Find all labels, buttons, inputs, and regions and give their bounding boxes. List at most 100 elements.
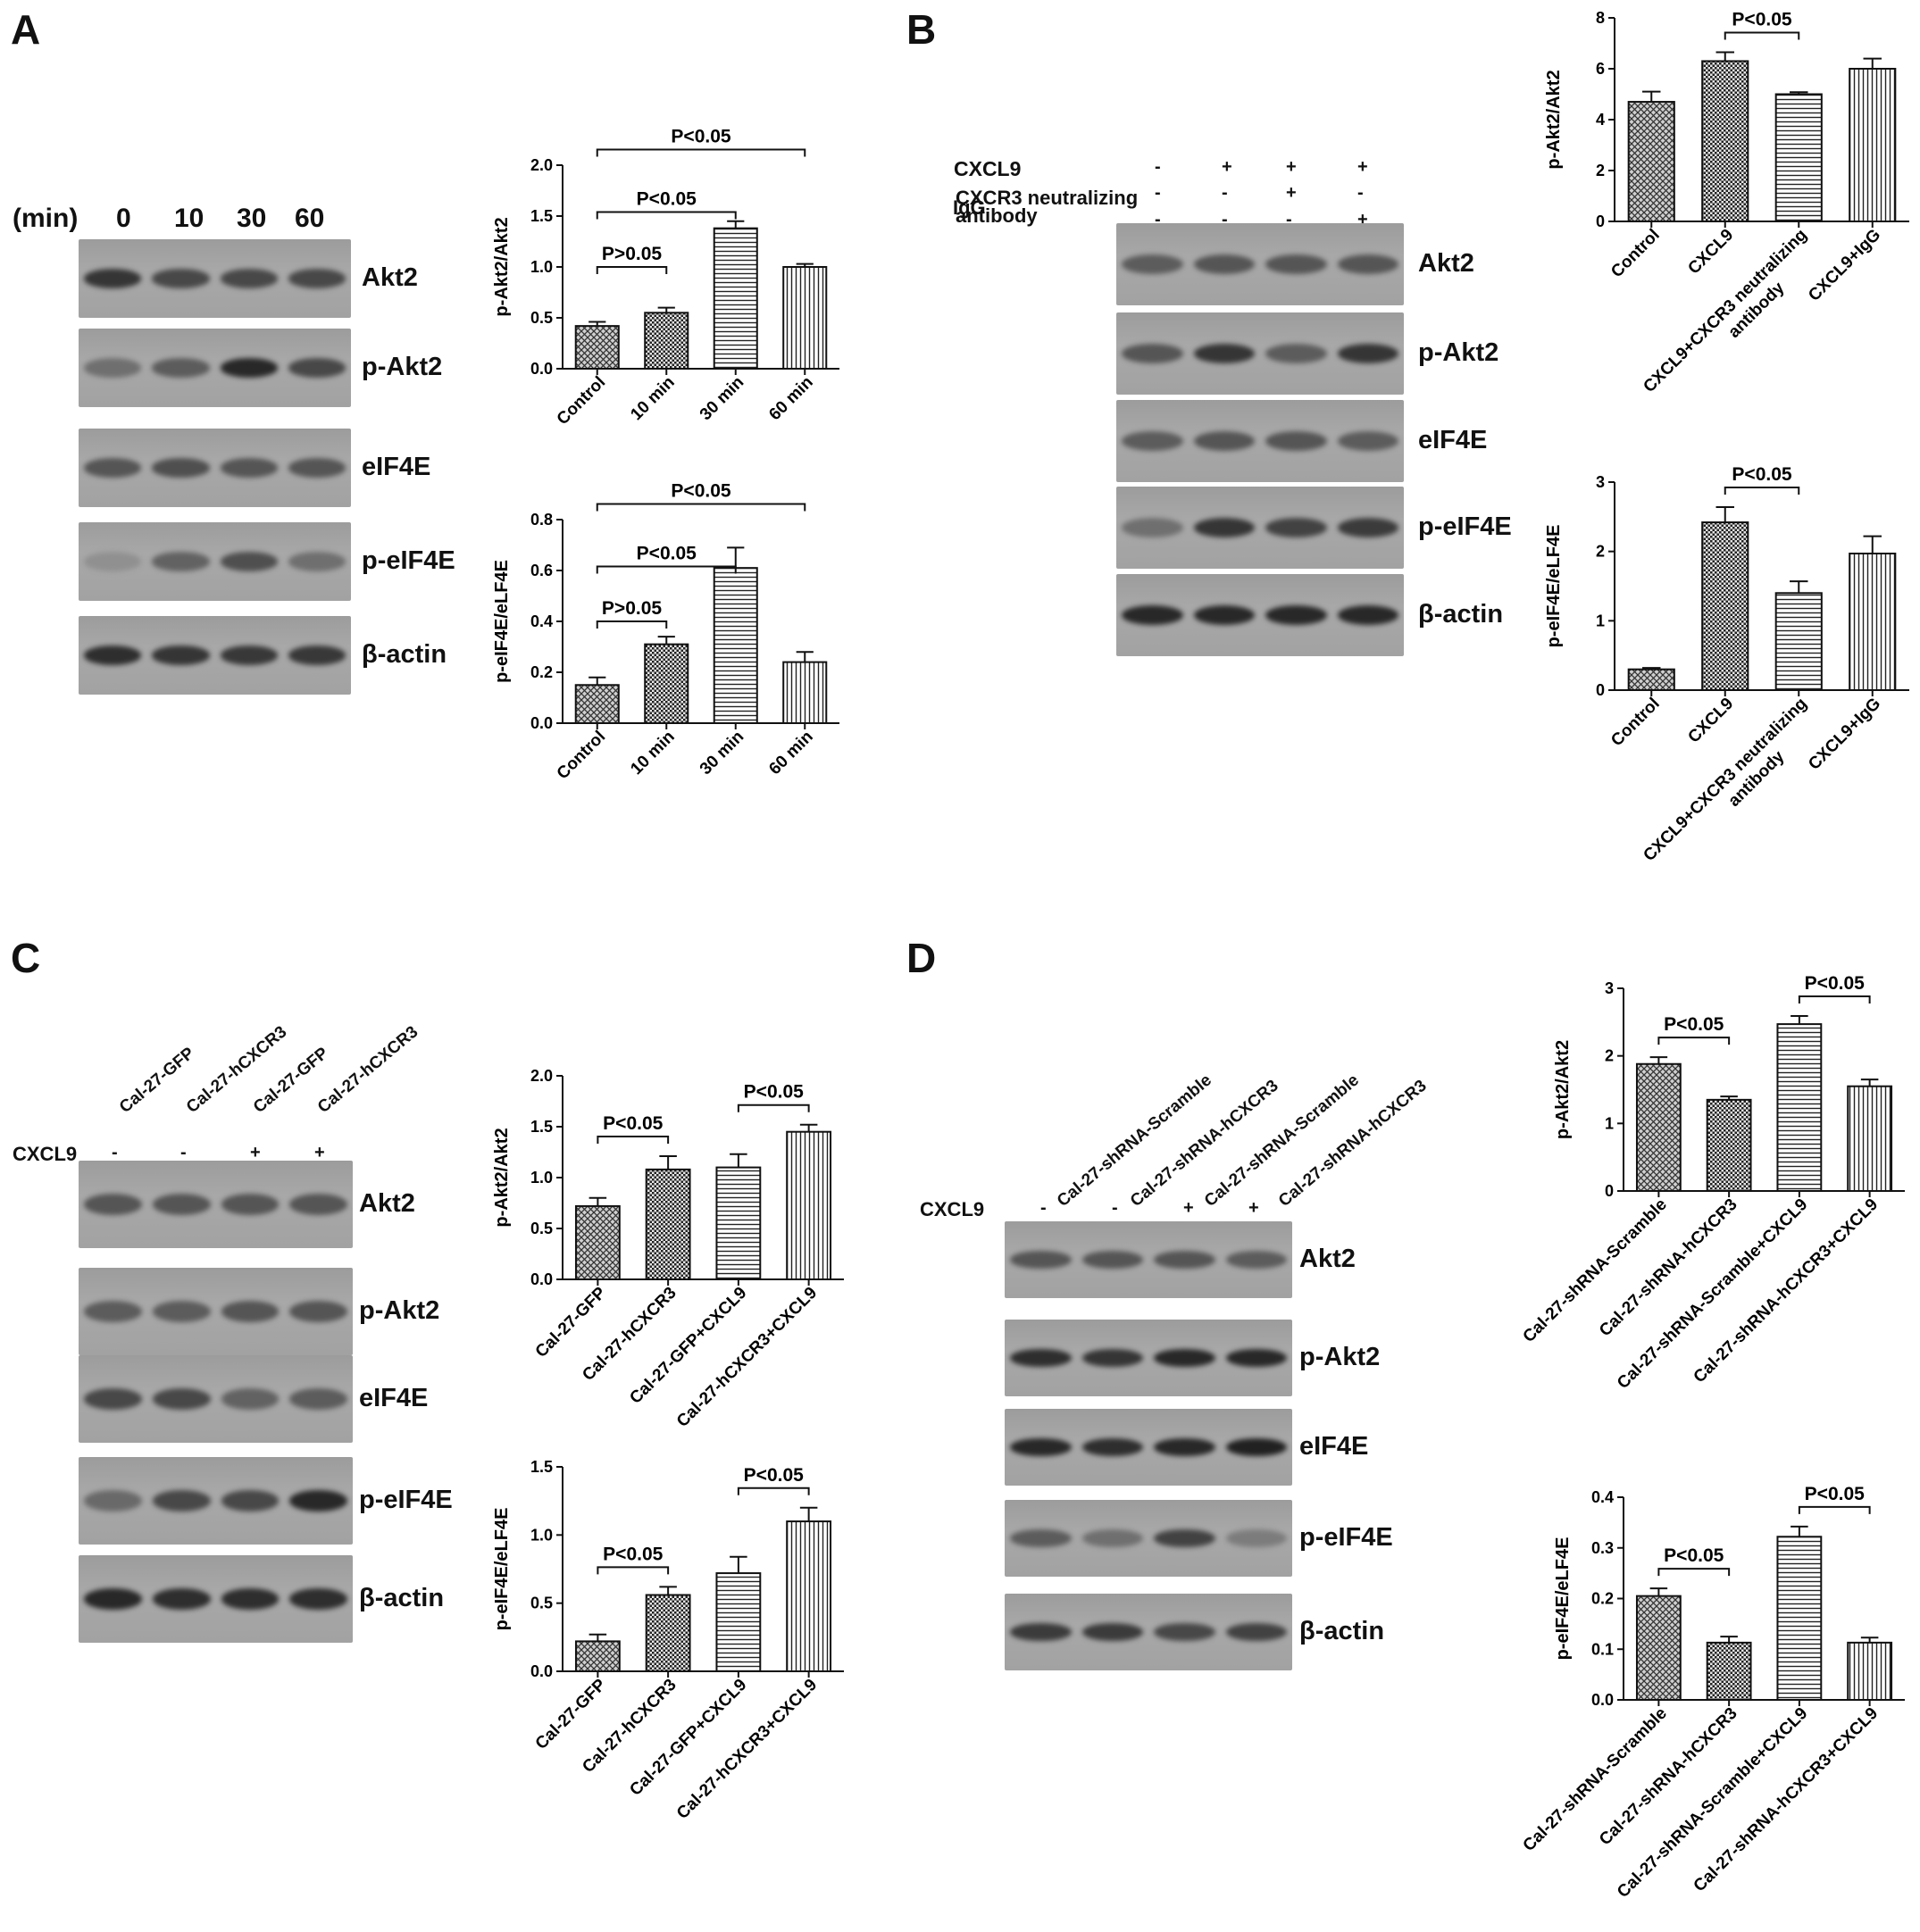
bar (713, 227, 758, 370)
bar (1706, 1641, 1752, 1702)
blot-band (1337, 517, 1398, 538)
bar (1701, 521, 1749, 692)
lane-label: 0 (116, 204, 131, 233)
blot-label: eIF4E (362, 453, 431, 481)
lane-label: 30 (237, 204, 267, 233)
blot-label: p-Akt2 (359, 1296, 440, 1325)
y-tick-label: 1.0 (530, 1526, 553, 1544)
blot-label: p-Akt2 (1299, 1343, 1381, 1371)
blot-band (1010, 1348, 1072, 1368)
blot-strip (1116, 487, 1404, 569)
blot-label: β-actin (359, 1584, 445, 1612)
bar (644, 312, 689, 370)
blot-strip (79, 329, 351, 407)
condition-label: CXCL9 (954, 157, 1022, 180)
significance-bracket (596, 565, 737, 574)
blot-band (1337, 254, 1398, 275)
blot-band (84, 458, 142, 478)
lane-label: 60 (295, 204, 325, 233)
x-tick-label: Control (554, 728, 610, 784)
blot-strip (1005, 1320, 1292, 1396)
blot-band (221, 1301, 280, 1322)
x-tick-label: 30 min (697, 373, 747, 424)
y-tick-label: 0 (1596, 212, 1605, 230)
blot-band (1154, 1528, 1215, 1548)
blot-band (1122, 517, 1183, 538)
blot-band (84, 269, 142, 288)
blot-band (152, 1194, 211, 1215)
sign-mark: - (112, 1143, 118, 1162)
y-tick-label: 2.0 (530, 1067, 553, 1085)
y-tick-label: 0.1 (1591, 1640, 1614, 1658)
y-tick-label: 1.0 (530, 1169, 553, 1187)
blot-band (220, 358, 278, 378)
blot-band (1225, 1348, 1287, 1368)
bar (574, 684, 620, 724)
blot-band (1081, 1622, 1143, 1642)
significance-bracket (596, 620, 668, 629)
sign-mark: - (1040, 1198, 1047, 1218)
blot-band (84, 645, 142, 665)
y-tick-label: 0.2 (530, 663, 553, 681)
x-tick-label: Cal-27-shRNA-Scramble (1520, 1704, 1671, 1855)
bar (1635, 1595, 1682, 1701)
x-tick-label: Cal-27-hCXCR3+CXCL9 (673, 1676, 821, 1823)
blot-band (1265, 517, 1327, 538)
y-tick-label: 1 (1605, 1114, 1614, 1132)
bar-chart-d2: 0.0 0.1 0.2 0.3 0.4 p-eIF4E/eLF4E Cal-27-shRNA… (1520, 1484, 1905, 1902)
bar (1849, 552, 1897, 691)
bar (645, 1594, 691, 1673)
blot-strip (1116, 312, 1404, 395)
panel-letter-c: C (11, 935, 41, 981)
blot-label: eIF4E (1418, 426, 1488, 454)
blot-band (1337, 343, 1398, 364)
x-tick-label: Cal-27-shRNA-Scramble+CXCL9 (1614, 1704, 1811, 1902)
blot-strip (79, 1555, 353, 1643)
panel-letter-a: A (11, 6, 41, 53)
x-tick-label: CXCL9+IgG (1805, 695, 1884, 774)
y-axis-label: p-Akt2/Akt2 (492, 217, 512, 316)
blot-strip (1005, 1594, 1292, 1670)
blot-band (1193, 604, 1255, 626)
bar-chart-c1: 0.00.51.01.52.0p-Akt2/Akt2Cal-27-GFPCal-… (492, 1067, 844, 1431)
significance-label: P<0.05 (637, 543, 697, 563)
bar-chart-a2: 0.0 0.2 0.4 0.6 0.8 p-eIF4E/eLF4E Control 10 mi… (492, 481, 839, 784)
blot-band (1225, 1622, 1287, 1642)
x-tick-label: Control (554, 373, 610, 429)
y-axis-label: p-eIF4E/eLF4E (492, 560, 512, 683)
bar-chart-b1: 0 2 4 6 8 p-Akt2/Akt2 Control CXCL9CXCL9+CXCR3 … (1544, 9, 1909, 412)
bar (715, 1166, 762, 1280)
y-tick-label: 1.5 (530, 1118, 553, 1136)
sign-mark: + (1286, 157, 1297, 177)
blot-label: p-eIF4E (1418, 512, 1512, 541)
blot-band (220, 552, 278, 571)
blot-band (1154, 1437, 1215, 1457)
significance-bracket (1798, 995, 1871, 1004)
x-tick-label: CXCL9+CXCR3 neutralizingantibody (1640, 226, 1825, 412)
blot-band (288, 269, 346, 288)
blot-band (84, 1490, 142, 1511)
significance-label: P<0.05 (1664, 1545, 1724, 1566)
bar (574, 325, 620, 370)
blot-strip (79, 429, 351, 507)
blot-band (84, 358, 142, 378)
blot-band (1154, 1250, 1215, 1270)
blot-band (1010, 1437, 1072, 1457)
blot-band (1122, 430, 1183, 452)
blot-band (288, 358, 346, 378)
blot-label: β-actin (1299, 1617, 1385, 1645)
blot-band (152, 1301, 211, 1322)
blot-strip (1005, 1409, 1292, 1486)
blot-band (1225, 1437, 1287, 1457)
blot-band (220, 269, 278, 288)
sign-mark: - (1222, 183, 1228, 203)
y-tick-label: 0.5 (530, 1220, 553, 1237)
x-tick-label: CXCL9 (1684, 226, 1737, 279)
sign-mark: - (1357, 183, 1364, 203)
blot-label: p-eIF4E (359, 1486, 453, 1514)
significance-bracket (597, 1566, 670, 1575)
blot-band (84, 1194, 142, 1215)
blot-band (1154, 1622, 1215, 1642)
lane-label: Cal-27-shRNA-hCXCR3 (1127, 1076, 1282, 1212)
sign-mark: + (1357, 157, 1368, 177)
